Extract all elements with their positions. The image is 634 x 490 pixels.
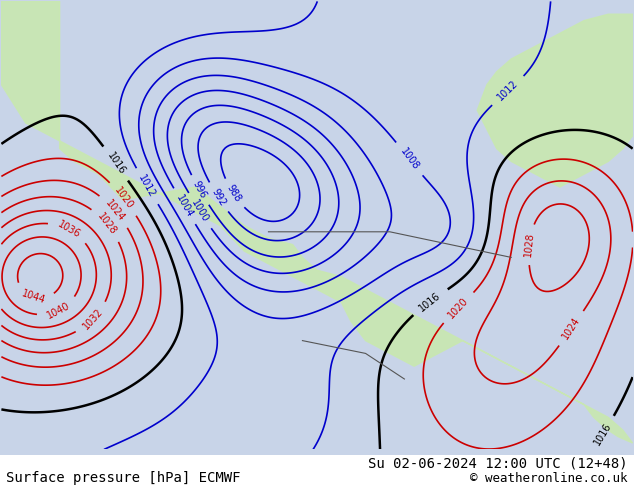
- Text: 1016: 1016: [105, 150, 127, 176]
- Text: 1024: 1024: [103, 198, 127, 223]
- Text: 992: 992: [209, 187, 227, 208]
- Text: 1020: 1020: [446, 295, 470, 320]
- Text: 1040: 1040: [45, 300, 72, 320]
- Text: 1044: 1044: [20, 289, 46, 306]
- Text: 1012: 1012: [137, 173, 157, 199]
- Text: 996: 996: [191, 180, 209, 200]
- Text: 1028: 1028: [96, 212, 119, 237]
- Text: 1016: 1016: [417, 290, 443, 313]
- Text: 1020: 1020: [112, 186, 135, 212]
- Text: © weatheronline.co.uk: © weatheronline.co.uk: [470, 472, 628, 485]
- Text: 1024: 1024: [560, 316, 582, 342]
- Text: 1032: 1032: [81, 306, 105, 331]
- Polygon shape: [1, 1, 633, 443]
- Text: Surface pressure [hPa] ECMWF: Surface pressure [hPa] ECMWF: [6, 471, 241, 485]
- Text: 1004: 1004: [174, 193, 195, 220]
- Text: 1008: 1008: [398, 146, 420, 172]
- Polygon shape: [477, 14, 634, 187]
- Text: 1036: 1036: [56, 219, 82, 240]
- Text: 1000: 1000: [189, 197, 210, 224]
- Text: 988: 988: [224, 183, 243, 204]
- Text: 1028: 1028: [523, 232, 536, 257]
- Text: Su 02-06-2024 12:00 UTC (12+48): Su 02-06-2024 12:00 UTC (12+48): [368, 456, 628, 470]
- Text: 1012: 1012: [496, 78, 521, 103]
- Text: 1016: 1016: [592, 420, 614, 447]
